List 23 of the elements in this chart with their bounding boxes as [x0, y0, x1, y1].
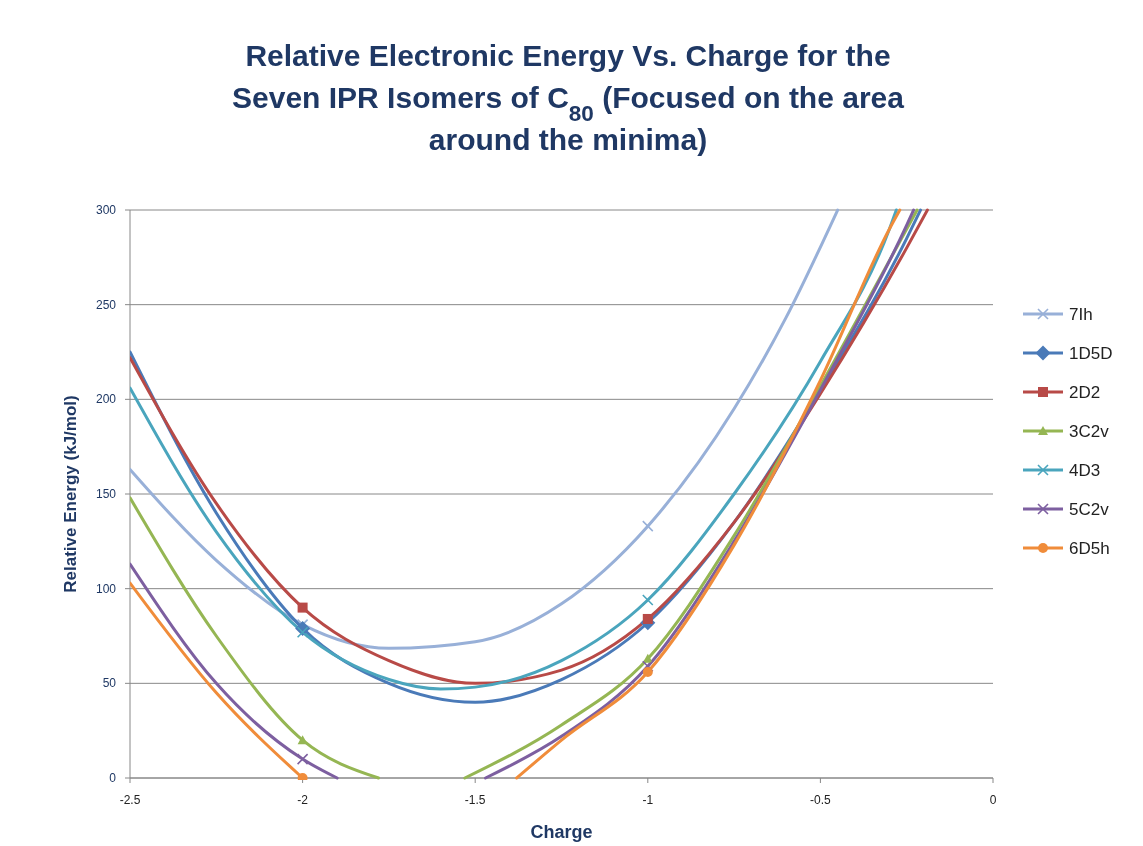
x-axis-title: Charge	[530, 822, 593, 842]
x-tick-label: -0.5	[810, 793, 832, 807]
legend-label: 3C2v	[1069, 422, 1110, 441]
legend-label: 6D5h	[1069, 539, 1110, 558]
y-tick-label: 100	[95, 581, 117, 596]
y-tick-label: 200	[95, 392, 117, 407]
x-tick-label: -2.5	[119, 793, 141, 807]
legend-label: 1D5D	[1069, 344, 1113, 363]
x-tick-label: -1.5	[464, 793, 486, 807]
legend-label: 2D2	[1069, 383, 1101, 402]
x-tick-label: -2	[297, 793, 309, 807]
x-tick-label: -1	[642, 793, 654, 807]
legend-label: 4D3	[1069, 461, 1101, 480]
x-tick-label: 0	[989, 793, 997, 807]
chart-title: Relative Electronic Energy Vs. Charge for the Seven IPR Isomers of C$_{80}$ (Focused on the area around the minima)	[232, 39, 905, 156]
y-tick-label: 50	[102, 676, 117, 691]
y-tick-label: 250	[95, 297, 117, 312]
legend-label: 7Ih	[1069, 305, 1093, 324]
legend-label: 5C2v	[1069, 500, 1110, 519]
y-axis-title: Relative Energy (kJ/mol)	[61, 395, 80, 593]
y-tick-label: 0	[109, 771, 117, 785]
y-tick-label: 150	[95, 487, 117, 501]
y-tick-label: 300	[95, 203, 117, 217]
